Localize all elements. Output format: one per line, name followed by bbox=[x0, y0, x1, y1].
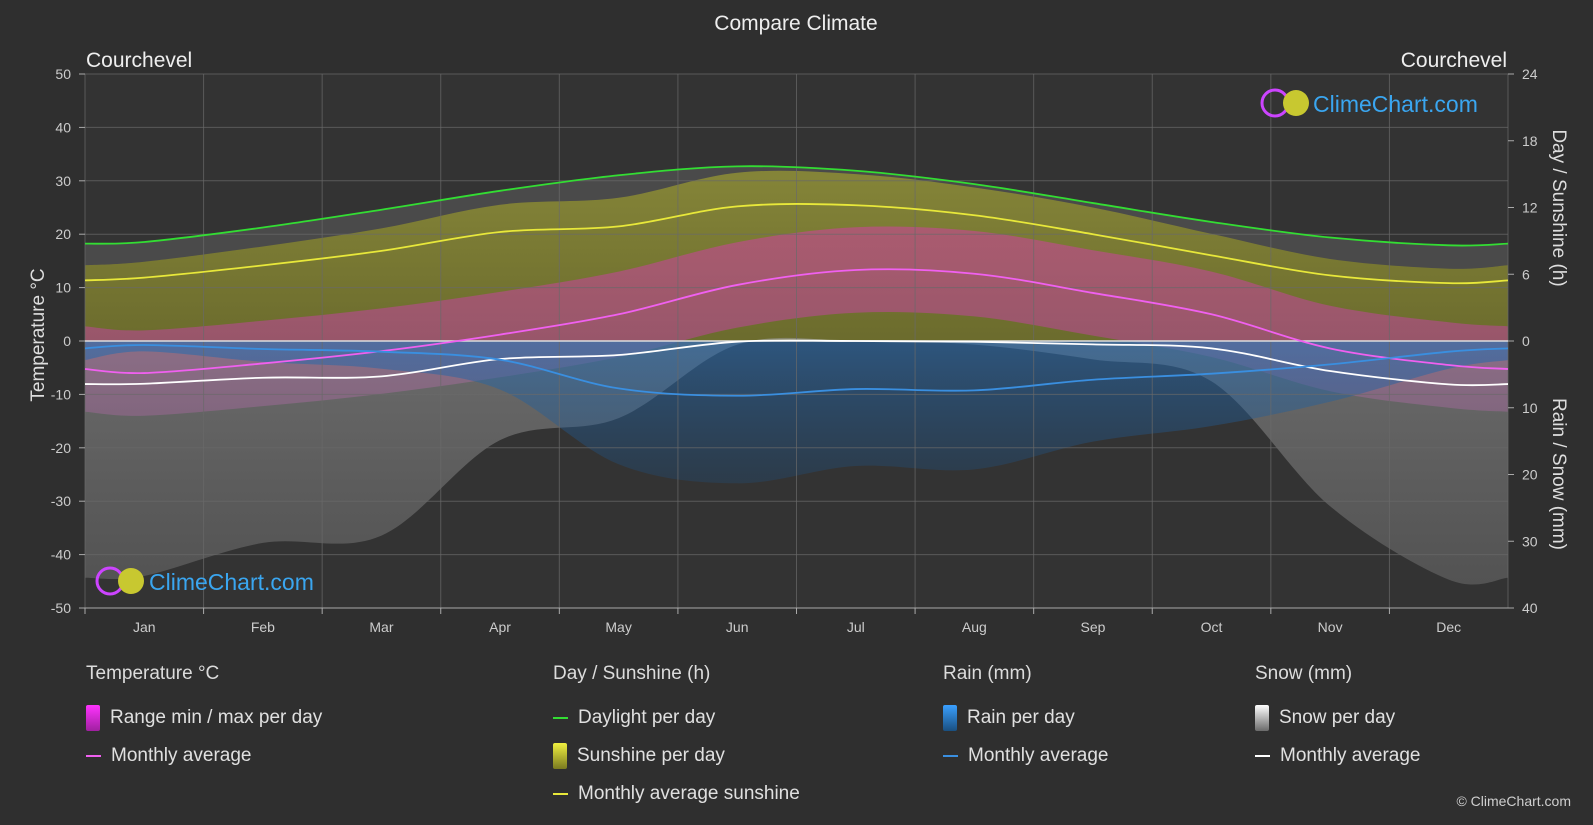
series-lines bbox=[84, 165, 1509, 397]
y-tick-right-top: 12 bbox=[1522, 200, 1538, 216]
watermark-text: ClimeChart.com bbox=[149, 569, 314, 595]
line-daylight-per-day bbox=[84, 165, 1509, 247]
y-tick-right-bottom: 40 bbox=[1522, 600, 1538, 616]
y-tick-left: -50 bbox=[51, 600, 71, 616]
swatch-snow bbox=[1255, 705, 1269, 731]
chart-title: Compare Climate bbox=[714, 12, 877, 35]
y-tick-left: 10 bbox=[55, 280, 71, 296]
x-tick-label: Feb bbox=[251, 619, 275, 635]
swatch-sunshine bbox=[553, 743, 567, 769]
legend-temp-avg-label: Monthly average bbox=[111, 745, 252, 766]
line-temperature-monthly-average bbox=[84, 268, 1509, 375]
y-tick-left: 50 bbox=[55, 66, 71, 82]
y-tick-left: -10 bbox=[51, 386, 71, 402]
y-tick-right-bottom: 30 bbox=[1522, 533, 1538, 549]
y-tick-right-top: 0 bbox=[1522, 333, 1530, 349]
y-axis-right-top-label: Day / Sunshine (h) bbox=[1548, 129, 1569, 286]
watermark-text: ClimeChart.com bbox=[1313, 91, 1478, 117]
y-tick-left: 40 bbox=[55, 119, 71, 135]
axes: 50 40 30 20 10 0 -10 -20 -30 -40 -50 24 18 12 6 0 10 20 30… bbox=[51, 66, 1538, 635]
legend-sunshine-day: Sunshine per day bbox=[553, 737, 800, 775]
line-monthly-average-sunshine bbox=[84, 203, 1509, 285]
x-tick-label: Jun bbox=[726, 619, 749, 635]
y-tick-right-top: 6 bbox=[1522, 266, 1530, 282]
legend-snow-day: Snow per day bbox=[1255, 699, 1420, 737]
y-tick-left: 20 bbox=[55, 226, 71, 242]
y-axis-left-label: Temperature °C bbox=[28, 268, 49, 401]
legend-rain-avg: Monthly average bbox=[943, 737, 1108, 775]
legend-sunshine-label: Sunshine per day bbox=[577, 745, 725, 766]
legend-snow-title: Snow (mm) bbox=[1255, 663, 1353, 684]
legend-snow: Snow (mm) Snow per day Monthly average bbox=[1255, 663, 1420, 775]
legend-sunshine-title: Day / Sunshine (h) bbox=[553, 663, 711, 684]
x-tick-label: Mar bbox=[369, 619, 393, 635]
legend-temp-range-label: Range min / max per day bbox=[110, 707, 323, 728]
y-tick-right-bottom: 10 bbox=[1522, 400, 1538, 416]
x-tick-label: Aug bbox=[962, 619, 987, 635]
location-left: Courchevel bbox=[86, 49, 192, 72]
legend-rain-title: Rain (mm) bbox=[943, 663, 1032, 684]
legend-snow-label: Snow per day bbox=[1279, 707, 1396, 728]
legend-sunshine: Day / Sunshine (h) Daylight per day Suns… bbox=[553, 663, 800, 813]
legend-sunshine-avg-label: Monthly average sunshine bbox=[578, 783, 800, 804]
logo-sun-icon bbox=[1283, 90, 1309, 116]
legend-daylight: Daylight per day bbox=[553, 699, 800, 737]
legend-temp-avg: Monthly average bbox=[86, 737, 322, 775]
x-tick-label: May bbox=[605, 619, 631, 635]
legend-temperature: Temperature °C Range min / max per day M… bbox=[86, 663, 322, 775]
y-tick-left: 0 bbox=[63, 333, 71, 349]
legend-snow-avg-label: Monthly average bbox=[1280, 745, 1421, 766]
logo-sun-icon bbox=[118, 568, 144, 594]
x-tick-label: Sep bbox=[1080, 619, 1105, 635]
line-snow-monthly-average bbox=[84, 339, 1509, 387]
legend-temperature-title: Temperature °C bbox=[86, 663, 220, 684]
swatch-temp-avg bbox=[86, 755, 101, 757]
line-rain-monthly-average bbox=[84, 344, 1509, 397]
x-tick-label: Jan bbox=[133, 619, 156, 635]
legend-rain-label: Rain per day bbox=[967, 707, 1075, 728]
y-axis-right-bottom-label: Rain / Snow (mm) bbox=[1548, 398, 1569, 550]
watermark-top: ClimeChart.com bbox=[1260, 88, 1478, 118]
y-tick-left: -30 bbox=[51, 493, 71, 509]
y-tick-right-top: 24 bbox=[1522, 66, 1538, 82]
legend-daylight-label: Daylight per day bbox=[578, 707, 716, 728]
copyright: © ClimeChart.com bbox=[1456, 793, 1571, 809]
legend-rain-avg-label: Monthly average bbox=[968, 745, 1109, 766]
watermark-bottom: ClimeChart.com bbox=[95, 566, 314, 596]
x-tick-label: Jul bbox=[847, 619, 865, 635]
swatch-sunshine-avg bbox=[553, 793, 568, 795]
y-tick-left: -40 bbox=[51, 547, 71, 563]
legend-temp-range: Range min / max per day bbox=[86, 699, 322, 737]
swatch-daylight bbox=[553, 717, 568, 719]
swatch-snow-avg bbox=[1255, 755, 1270, 757]
y-tick-left: -20 bbox=[51, 440, 71, 456]
swatch-temp-range bbox=[86, 705, 100, 731]
y-tick-left: 30 bbox=[55, 173, 71, 189]
y-tick-right-bottom: 20 bbox=[1522, 467, 1538, 483]
climate-chart: Compare Climate Courchevel Courchevel 50… bbox=[28, 12, 1569, 635]
y-tick-right-top: 18 bbox=[1522, 133, 1538, 149]
x-tick-label: Apr bbox=[489, 619, 511, 635]
legend-rain-day: Rain per day bbox=[943, 699, 1108, 737]
swatch-rain-avg bbox=[943, 755, 958, 757]
x-tick-label: Oct bbox=[1201, 619, 1223, 635]
legend-sunshine-avg: Monthly average sunshine bbox=[553, 775, 800, 813]
x-tick-label: Dec bbox=[1436, 619, 1461, 635]
x-tick-label: Nov bbox=[1318, 619, 1343, 635]
location-right: Courchevel bbox=[1401, 49, 1507, 72]
legend-snow-avg: Monthly average bbox=[1255, 737, 1420, 775]
legend-rain: Rain (mm) Rain per day Monthly average bbox=[943, 663, 1108, 775]
swatch-rain bbox=[943, 705, 957, 731]
